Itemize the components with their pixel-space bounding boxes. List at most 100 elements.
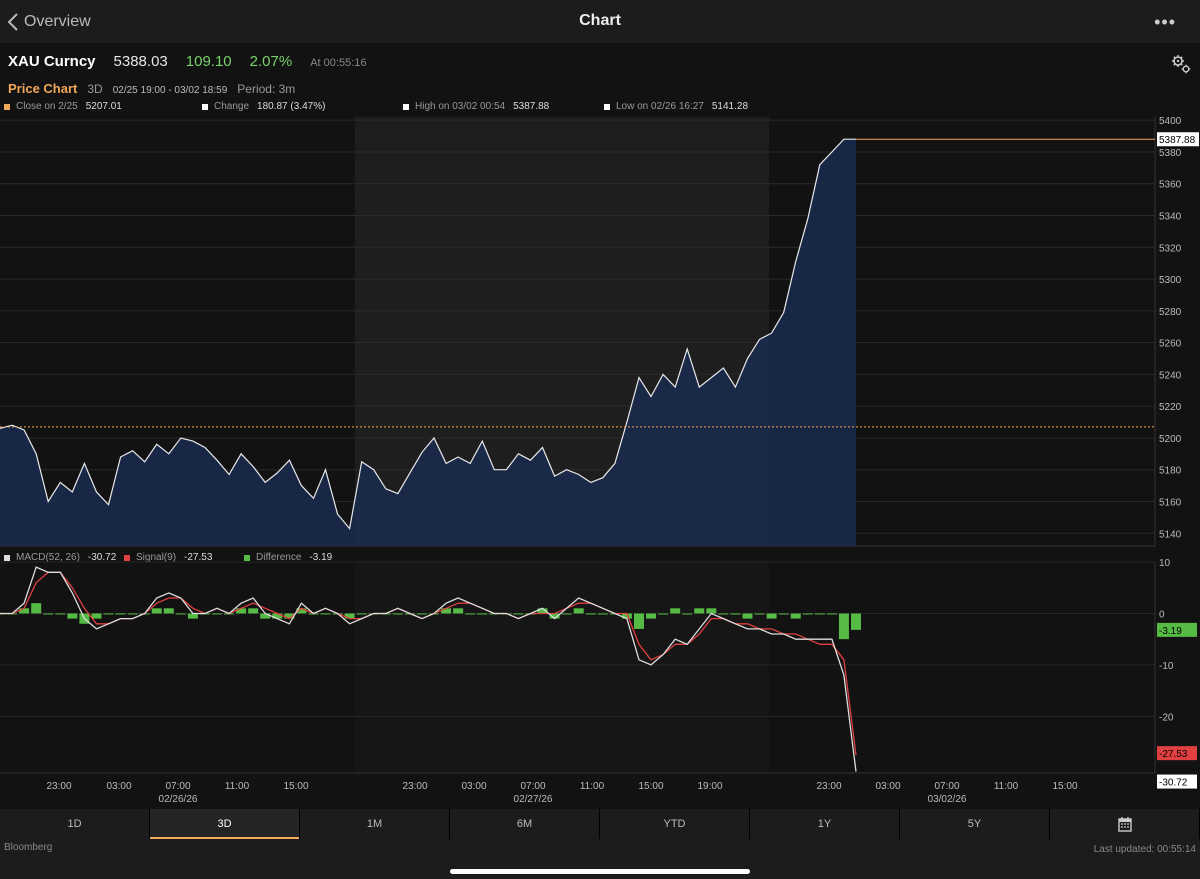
range-tag: 3D [87,82,103,96]
macd-line [0,566,857,772]
macd-value-tag-label: -3.19 [1159,626,1182,637]
x-date-label: 02/26/26 [159,794,198,805]
calendar-icon[interactable] [1050,809,1200,839]
stat-low: Low on 02/26 16:27 5141.28 [604,101,748,112]
range-tabs: 1D 3D 1M 6M YTD 1Y 5Y [0,809,1200,839]
back-button[interactable]: Overview [8,11,91,33]
tab-1y[interactable]: 1Y [750,809,900,839]
difference-bar [658,613,669,615]
footer: Bloomberg Last updated: 00:55:14 [0,839,1200,879]
price-tick-label: 5160 [1159,498,1182,509]
session-band-macd [355,562,769,773]
price-tick-label: 5140 [1159,529,1182,540]
difference-bar [682,613,693,615]
difference-bar [320,613,331,615]
difference-bar [31,603,42,614]
legend-macd: MACD(52, 26) -30.72 [4,552,116,563]
price-tick-label: 5380 [1159,148,1182,159]
difference-bar [441,608,452,614]
price-tick-label: 5220 [1159,402,1182,413]
difference-bar [718,613,729,615]
difference-bar [790,613,801,619]
legend-swatch [604,103,610,110]
brand-logo: Bloomberg [4,842,53,853]
difference-bar [175,613,186,615]
difference-bar [754,613,765,615]
difference-bar [766,613,777,619]
period: Period: 3m [237,82,296,96]
difference-bar [802,613,813,615]
x-date-label: 02/27/26 [514,794,553,805]
macd-value-tag-label: -30.72 [1159,778,1188,789]
legend-difference: Difference -3.19 [244,552,332,563]
difference-bar [814,613,825,615]
difference-bar [633,613,644,629]
quote-time: At 00:55:16 [310,57,367,69]
difference-bar [694,608,705,614]
chart-svg[interactable]: 5400 5380 5360 5340 5320 5300 5280 5260 5240 5220… [0,43,1200,809]
x-tick-label: 15:00 [1052,781,1077,792]
x-tick-label: 07:00 [520,781,545,792]
percent-change: 2.07% [249,53,293,70]
ticker: XAU Curncy [8,53,96,70]
page-title: Chart [579,12,621,29]
x-tick-label: 23:00 [402,781,427,792]
difference-bar [416,613,427,615]
difference-bar [91,613,102,619]
tab-ytd[interactable]: YTD [600,809,750,839]
tab-5y[interactable]: 5Y [900,809,1050,839]
last-updated: Last updated: 00:55:14 [1093,844,1196,855]
difference-bar [838,613,849,640]
legend-swatch [4,103,10,110]
x-tick-label: 19:00 [697,781,722,792]
back-label: Overview [24,13,91,30]
difference-bar [513,613,524,615]
stat-change: Change 180.87 (3.47%) [202,101,325,112]
macd-tick-label: -10 [1159,661,1174,672]
more-icon[interactable]: ••• [1154,12,1176,32]
price-tick-label: 5200 [1159,434,1182,445]
price-tick-label: 5340 [1159,212,1182,223]
tab-3d[interactable]: 3D [150,809,300,839]
legend-signal: Signal(9) -27.53 [124,552,212,563]
price-tick-label: 5320 [1159,243,1182,254]
x-tick-label: 11:00 [580,781,605,792]
x-tick-label: 07:00 [165,781,190,792]
difference-bar [19,608,30,614]
tab-6m[interactable]: 6M [450,809,600,839]
home-indicator [450,869,750,874]
stat-close: Close on 2/25 5207.01 [4,101,122,112]
difference-bar [260,613,271,619]
difference-bar [43,613,54,615]
difference-bar [212,613,223,615]
price-tick-label: 5180 [1159,466,1182,477]
difference-bar [127,613,138,615]
difference-bar [344,613,355,619]
difference-bar [778,613,789,615]
difference-bar [296,608,307,614]
legend-swatch [4,554,10,561]
quote-line: XAU Curncy 5388.03 109.10 2.07% At 00:55… [8,53,366,73]
date-range: 02/25 19:00 - 03/02 18:59 [112,85,228,96]
settings-gear-icon[interactable] [1170,53,1192,80]
last-price: 5388.03 [113,53,168,70]
stat-high: High on 03/02 00:54 5387.88 [403,101,549,112]
difference-bar [537,608,548,614]
difference-bar [356,613,367,615]
macd-value-tag [1157,622,1197,637]
price-area [0,139,856,546]
net-change: 109.10 [185,53,232,70]
tab-1d[interactable]: 1D [0,809,150,839]
x-tick-label: 15:00 [638,781,663,792]
difference-bar [730,613,741,615]
macd-value-tag [1157,746,1197,761]
difference-bar [272,613,283,619]
x-tick-label: 15:00 [283,781,308,792]
price-line [0,138,856,530]
price-chart-header: Price Chart 3D 02/25 19:00 - 03/02 18:59… [8,81,295,97]
x-tick-label: 07:00 [934,781,959,792]
last-price-tag [1157,132,1199,147]
price-tick-label: 5260 [1159,339,1182,350]
tab-1m[interactable]: 1M [300,809,450,839]
legend-swatch [403,103,409,110]
